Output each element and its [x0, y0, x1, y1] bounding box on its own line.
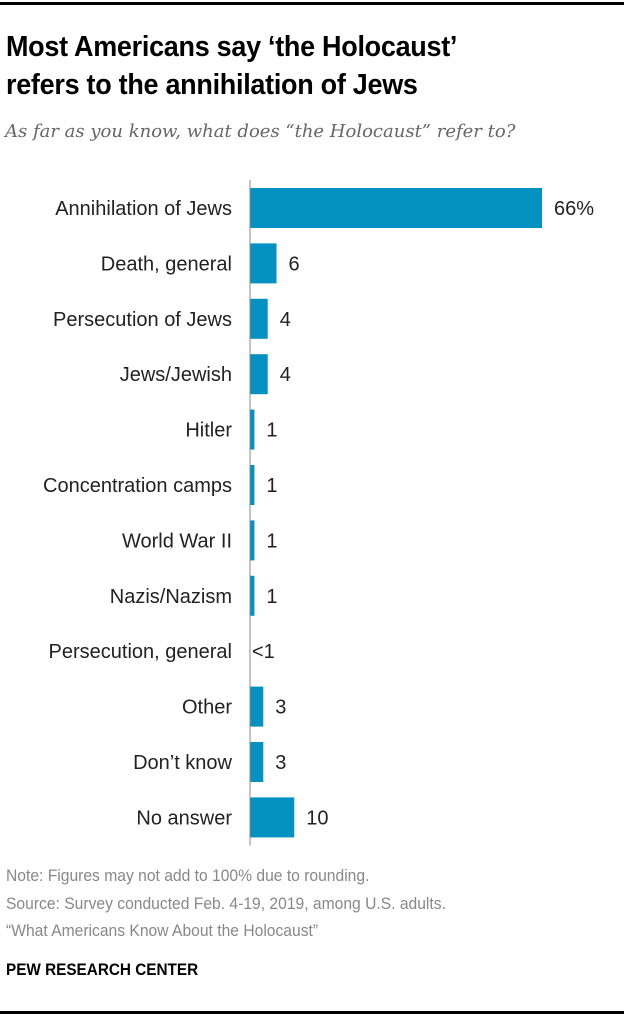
value-label: 66%	[554, 198, 594, 220]
category-label: Hitler	[185, 420, 232, 442]
value-label: 1	[266, 475, 277, 497]
category-label: Other	[182, 697, 232, 719]
brand-logo-text: PEW RESEARCH CENTER	[6, 960, 199, 979]
bar	[250, 575, 255, 616]
bar	[250, 188, 542, 228]
category-label: Persecution, general	[49, 641, 232, 663]
bar	[250, 409, 255, 450]
report-text: “What Americans Know About the Holocaust…	[6, 921, 319, 940]
category-label: Death, general	[101, 253, 232, 275]
chart-title: Most Americans say ‘the Holocaust’ refer…	[6, 28, 578, 104]
value-label: 1	[266, 586, 277, 608]
value-label: <1	[252, 641, 275, 663]
category-label: Concentration camps	[43, 475, 232, 497]
bar	[250, 243, 277, 284]
title-line-2: refers to the annihilation of Jews	[6, 69, 418, 101]
bar	[250, 465, 255, 505]
category-label: Don’t know	[133, 752, 232, 774]
bar	[250, 298, 268, 339]
category-label: Jews/Jewish	[120, 364, 232, 386]
value-label: 1	[266, 530, 277, 552]
bar-chart: Annihilation of Jews 66% Death, general 6 Pe…	[43, 180, 594, 846]
note-text: Note: Figures may not add to 100% due to…	[6, 866, 370, 885]
value-label: 4	[280, 309, 291, 331]
value-label: 3	[275, 697, 286, 719]
chart-subtitle: As far as you know, what does “the Holoc…	[5, 121, 516, 142]
value-label: 1	[266, 420, 277, 442]
title-line-1: Most Americans say ‘the Holocaust’	[6, 31, 458, 63]
bar	[250, 520, 255, 561]
value-label: 10	[306, 807, 328, 829]
category-label: Annihilation of Jews	[55, 198, 232, 220]
bar	[250, 354, 268, 395]
category-label: World War II	[122, 530, 232, 552]
category-label: No answer	[136, 807, 232, 829]
category-label: Nazis/Nazism	[110, 586, 232, 608]
value-label: 3	[275, 752, 286, 774]
bar	[250, 797, 295, 838]
category-label: Persecution of Jews	[53, 309, 232, 331]
bottom-rule	[0, 1011, 624, 1014]
value-label: 4	[280, 364, 291, 386]
value-label: 6	[289, 253, 300, 275]
top-rule	[0, 2, 624, 5]
bar	[250, 686, 264, 727]
source-text: Source: Survey conducted Feb. 4-19, 2019…	[6, 894, 446, 913]
bar	[250, 742, 264, 782]
